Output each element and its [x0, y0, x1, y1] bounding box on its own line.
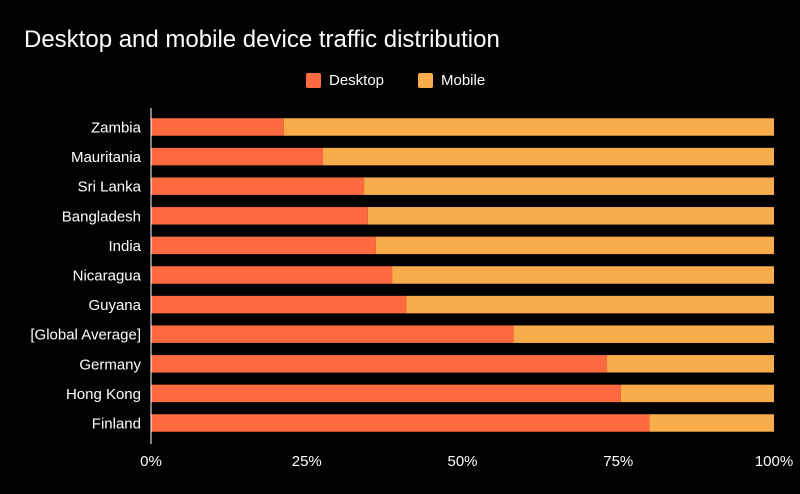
legend-item-mobile[interactable]: Mobile [418, 72, 485, 89]
y-tick-label-india: India [108, 238, 141, 255]
legend-swatch-desktop [306, 73, 321, 88]
x-tick-label-50: 50% [447, 453, 477, 470]
y-tick-label-zambia: Zambia [91, 120, 142, 137]
chart-legend: Desktop Mobile [0, 72, 800, 94]
bar-mobile-bangladesh [367, 207, 774, 225]
bar-desktop-finland [151, 414, 650, 432]
x-tick-label-0: 0% [140, 453, 162, 470]
bar-desktop-zambia [151, 118, 284, 136]
legend-label-mobile: Mobile [441, 72, 486, 89]
bar-mobile-global-average [513, 325, 774, 343]
bar-desktop-guyana [151, 295, 407, 314]
bar-desktop-germany [151, 355, 608, 373]
legend-item-desktop[interactable]: Desktop [306, 72, 384, 89]
y-tick-label-finland: Finland [92, 416, 141, 433]
bar-mobile-zambia [283, 118, 774, 136]
y-tick-label-mauritania: Mauritania [71, 149, 142, 166]
x-tick-label-75: 75% [603, 453, 633, 470]
bar-mobile-hong-kong [620, 384, 774, 403]
bar-desktop-mauritania [151, 147, 323, 166]
y-tick-label-hong-kong: Hong Kong [66, 386, 141, 403]
x-tick-label-100: 100% [755, 453, 793, 470]
bar-mobile-finland [649, 414, 774, 432]
y-tick-label-nicaragua: Nicaragua [73, 268, 142, 285]
bar-mobile-nicaragua [392, 266, 774, 284]
y-tick-label-sri-lanka: Sri Lanka [78, 179, 142, 196]
bar-mobile-germany [607, 355, 774, 373]
bar-mobile-mauritania [322, 147, 774, 166]
bar-desktop-bangladesh [151, 207, 368, 225]
y-tick-label-global-average: [Global Average] [30, 327, 141, 344]
chart-title: Desktop and mobile device traffic distri… [24, 26, 500, 53]
bar-mobile-sri-lanka [364, 177, 774, 195]
bar-mobile-india [375, 236, 774, 255]
x-tick-label-25: 25% [292, 453, 322, 470]
y-tick-label-bangladesh: Bangladesh [62, 208, 141, 225]
bar-desktop-global-average [151, 325, 514, 343]
bar-desktop-india [151, 236, 376, 255]
legend-swatch-mobile [418, 73, 433, 88]
bar-desktop-hong-kong [151, 384, 621, 403]
legend-label-desktop: Desktop [329, 72, 385, 89]
bar-mobile-guyana [406, 295, 774, 314]
y-tick-label-germany: Germany [79, 356, 141, 373]
bar-desktop-sri-lanka [151, 177, 365, 195]
bar-desktop-nicaragua [151, 266, 393, 284]
y-tick-label-guyana: Guyana [88, 297, 141, 314]
